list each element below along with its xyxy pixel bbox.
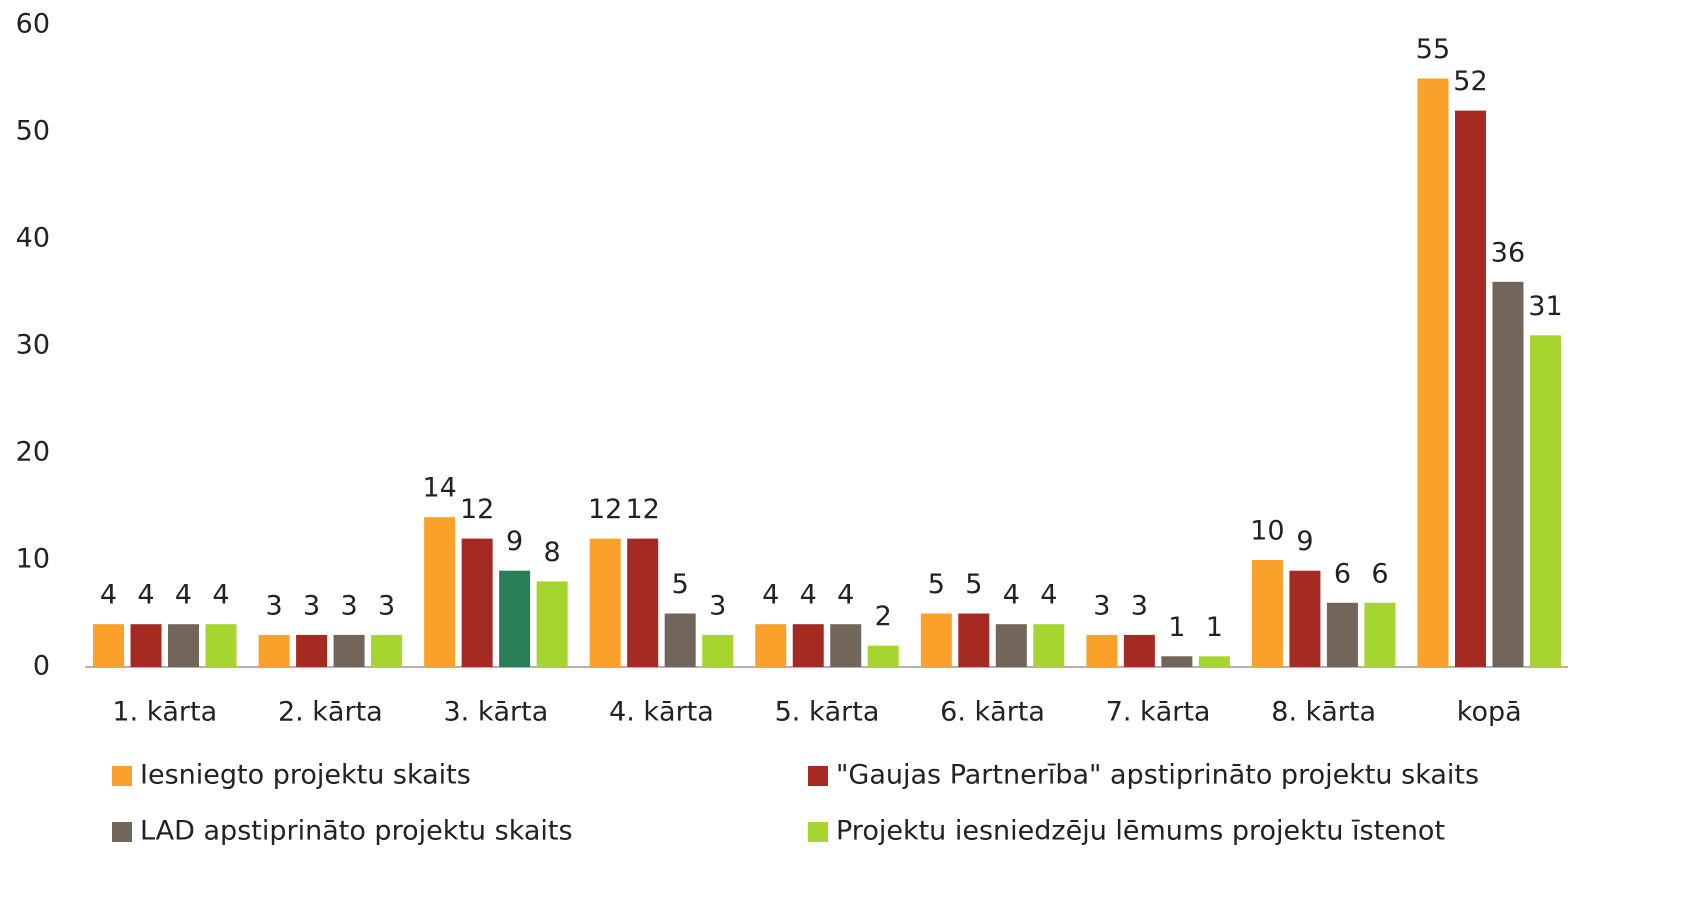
bar (830, 624, 862, 667)
bar (1289, 570, 1321, 667)
data-label: 4 (100, 580, 117, 611)
bar (1161, 656, 1193, 667)
bar (1454, 110, 1486, 668)
legend-swatch (808, 766, 828, 786)
data-label: 52 (1453, 66, 1487, 97)
data-label: 3 (265, 590, 282, 621)
data-label: 10 (1250, 516, 1284, 547)
bar (664, 613, 696, 667)
y-tick-label: 20 (16, 437, 50, 468)
bar (333, 634, 365, 667)
data-label: 9 (1296, 526, 1313, 557)
data-label: 14 (422, 473, 456, 504)
data-label: 6 (1334, 558, 1351, 589)
bar (920, 613, 952, 667)
x-tick-label: 4. kārta (609, 697, 714, 728)
bar (1417, 78, 1449, 667)
data-label: 4 (137, 580, 154, 611)
x-tick-label: 7. kārta (1106, 697, 1211, 728)
data-label: 5 (928, 569, 945, 600)
data-label: 4 (175, 580, 192, 611)
data-label: 3 (303, 590, 320, 621)
bar (1033, 624, 1065, 667)
bar (1529, 335, 1561, 667)
bar (168, 624, 200, 667)
bar (424, 517, 456, 667)
data-label: 4 (1040, 580, 1057, 611)
bar (995, 624, 1027, 667)
data-label: 3 (340, 590, 357, 621)
legend-swatch (112, 822, 132, 842)
data-label: 2 (875, 601, 892, 632)
data-label: 1 (1206, 612, 1223, 643)
data-label: 12 (626, 494, 660, 525)
data-label: 3 (1093, 590, 1110, 621)
x-tick-label: 3. kārta (444, 697, 549, 728)
bar (499, 570, 531, 667)
legend-label: Iesniegto projektu skaits (140, 760, 471, 791)
data-label: 1 (1168, 612, 1185, 643)
bar (1492, 281, 1524, 667)
y-tick-label: 10 (16, 544, 50, 575)
data-label: 4 (1003, 580, 1020, 611)
data-label: 5 (672, 569, 689, 600)
data-label: 5 (965, 569, 982, 600)
x-tick-label: 8. kārta (1271, 697, 1376, 728)
data-label: 12 (588, 494, 622, 525)
data-label: 31 (1528, 291, 1562, 322)
bar (867, 645, 899, 667)
bar (536, 581, 568, 667)
data-label: 6 (1371, 558, 1388, 589)
x-tick-label: 1. kārta (112, 697, 217, 728)
bar (755, 624, 787, 667)
data-label: 3 (378, 590, 395, 621)
data-label: 8 (544, 537, 561, 568)
data-label: 4 (762, 580, 779, 611)
legend-label: Projektu iesniedzēju lēmums projektu īst… (836, 816, 1445, 847)
data-label: 3 (1131, 590, 1148, 621)
data-label: 4 (800, 580, 817, 611)
bar (1086, 634, 1118, 667)
bar (627, 538, 659, 667)
bar (702, 634, 734, 667)
x-tick-label: 6. kārta (940, 697, 1045, 728)
legend-swatch (112, 766, 132, 786)
bar (205, 624, 237, 667)
legend-swatch (808, 822, 828, 842)
y-tick-label: 0 (33, 651, 50, 682)
data-label: 4 (212, 580, 229, 611)
bar (93, 624, 125, 667)
data-label: 3 (709, 590, 726, 621)
legend-label: "Gaujas Partnerība" apstiprināto projekt… (836, 760, 1479, 791)
bar (1123, 634, 1155, 667)
data-label: 12 (460, 494, 494, 525)
data-label: 36 (1491, 237, 1525, 268)
y-tick-label: 60 (16, 9, 50, 40)
bar (371, 634, 403, 667)
bar (130, 624, 162, 667)
bar (589, 538, 621, 667)
bar (1251, 560, 1283, 667)
bar (792, 624, 824, 667)
bar (1364, 602, 1396, 667)
bar (1198, 656, 1230, 667)
legend-label: LAD apstiprināto projektu skaits (140, 816, 573, 847)
data-label: 55 (1416, 34, 1450, 65)
y-tick-label: 30 (16, 330, 50, 361)
data-label: 9 (506, 526, 523, 557)
bar (1326, 602, 1358, 667)
data-label: 4 (837, 580, 854, 611)
y-tick-label: 50 (16, 116, 50, 147)
x-tick-label: kopā (1457, 697, 1522, 728)
bar (258, 634, 290, 667)
bar (958, 613, 990, 667)
bar (461, 538, 493, 667)
y-tick-label: 40 (16, 223, 50, 254)
x-tick-label: 5. kārta (775, 697, 880, 728)
x-tick-label: 2. kārta (278, 697, 383, 728)
bar (296, 634, 328, 667)
